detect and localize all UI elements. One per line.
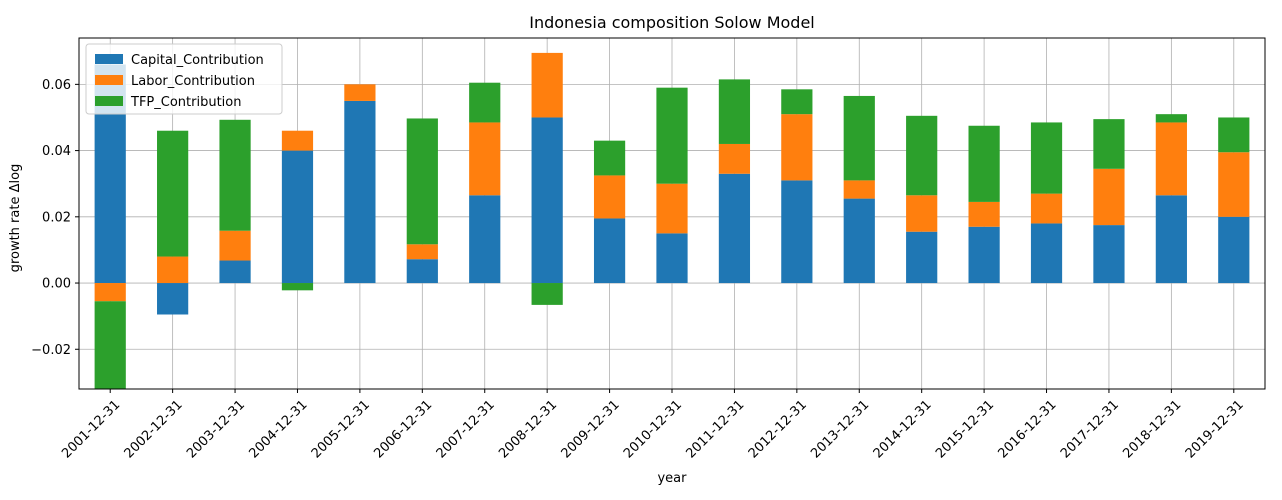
x-tick-label: 2015-12-31 <box>933 397 997 461</box>
bar-labor-contribution <box>656 183 688 234</box>
bar-tfp-contribution <box>531 283 563 305</box>
bar-labor-contribution <box>469 122 501 196</box>
bar-capital-contribution <box>906 231 938 284</box>
bar-capital-contribution <box>1155 195 1187 284</box>
bar-capital-contribution <box>406 259 438 284</box>
bar-labor-contribution <box>219 230 251 261</box>
bar-labor-contribution <box>344 84 376 101</box>
x-tick-label: 2016-12-31 <box>996 397 1060 461</box>
bar-tfp-contribution <box>157 130 189 257</box>
bar-tfp-contribution <box>1218 117 1250 153</box>
bar-tfp-contribution <box>906 115 938 196</box>
bar-capital-contribution <box>281 150 314 284</box>
bar-labor-contribution <box>843 180 875 199</box>
y-tick-label: 0.00 <box>42 277 71 292</box>
x-tick-label: 2002-12-31 <box>122 397 186 461</box>
bar-tfp-contribution <box>843 95 875 181</box>
x-tick-label: 2011-12-31 <box>683 397 747 461</box>
y-tick-label: 0.06 <box>42 78 71 93</box>
bar-capital-contribution <box>469 195 501 284</box>
bar-capital-contribution <box>157 283 189 315</box>
bar-tfp-contribution <box>219 119 251 231</box>
x-tick-label: 2009-12-31 <box>559 397 623 461</box>
legend-box <box>85 43 283 115</box>
y-tick-label: 0.04 <box>42 144 71 159</box>
bar-tfp-contribution <box>406 118 438 245</box>
legend-swatch-capital-contribution <box>95 54 123 64</box>
legend-label: Labor_Contribution <box>131 74 255 89</box>
legend-label: TFP_Contribution <box>130 95 241 110</box>
legend: Capital_Contribution Labor_Contribution TF… <box>85 43 283 115</box>
bar-tfp-contribution <box>781 89 813 115</box>
bar-capital-contribution <box>718 173 751 284</box>
bar-capital-contribution <box>1093 225 1125 284</box>
bar-tfp-contribution <box>1030 122 1063 194</box>
bar-labor-contribution <box>1218 152 1250 217</box>
bar-labor-contribution <box>406 244 438 260</box>
bar-labor-contribution <box>968 201 1000 227</box>
bar-tfp-contribution <box>94 301 126 389</box>
bar-capital-contribution <box>781 180 813 284</box>
x-tick-label: 2006-12-31 <box>371 397 435 461</box>
bar-capital-contribution <box>968 226 1000 284</box>
bar-capital-contribution <box>1030 223 1063 284</box>
bar-tfp-contribution <box>1093 119 1125 169</box>
bar-capital-contribution <box>656 233 688 284</box>
x-tick-label: 2005-12-31 <box>309 397 373 461</box>
x-tick-label: 2018-12-31 <box>1120 397 1184 461</box>
bar-labor-contribution <box>781 114 813 181</box>
x-tick-label: 2007-12-31 <box>434 397 498 461</box>
bar-capital-contribution <box>843 198 875 284</box>
bar-labor-contribution <box>593 175 626 219</box>
x-tick-label: 2003-12-31 <box>184 397 248 461</box>
y-axis-label: growth rate Δlog <box>8 164 23 273</box>
bar-capital-contribution <box>531 117 563 284</box>
bar-labor-contribution <box>531 52 563 118</box>
bar-capital-contribution <box>344 100 376 284</box>
x-axis-label: year <box>657 471 687 486</box>
x-tick-label: 2019-12-31 <box>1183 397 1247 461</box>
bar-labor-contribution <box>157 256 189 284</box>
bar-capital-contribution <box>593 218 626 284</box>
bar-labor-contribution <box>906 195 938 232</box>
bar-capital-contribution <box>1218 216 1250 284</box>
bar-labor-contribution <box>1030 193 1063 224</box>
legend-swatch-labor-contribution <box>95 75 123 85</box>
x-tick-label: 2004-12-31 <box>246 397 310 461</box>
x-tick-label: 2014-12-31 <box>871 397 935 461</box>
bar-labor-contribution <box>94 283 126 302</box>
legend-label: Capital_Contribution <box>131 53 264 68</box>
x-tick-label: 2008-12-31 <box>496 397 560 461</box>
bar-tfp-contribution <box>593 140 626 176</box>
bars <box>94 52 1250 389</box>
bar-labor-contribution <box>281 130 314 151</box>
bar-tfp-contribution <box>1155 114 1187 123</box>
x-tick-label: 2017-12-31 <box>1058 397 1122 461</box>
bar-labor-contribution <box>718 143 751 174</box>
bar-tfp-contribution <box>656 87 688 184</box>
chart-title: Indonesia composition Solow Model <box>529 13 814 32</box>
bar-capital-contribution <box>219 260 251 284</box>
legend-swatch-tfp-contribution <box>95 96 123 106</box>
x-tick-label: 2010-12-31 <box>621 397 685 461</box>
bar-labor-contribution <box>1155 122 1187 196</box>
x-tick-label: 2012-12-31 <box>746 397 810 461</box>
x-tick-label: 2001-12-31 <box>59 397 123 461</box>
bar-tfp-contribution <box>281 283 314 291</box>
bar-tfp-contribution <box>718 79 751 144</box>
bar-tfp-contribution <box>469 82 501 123</box>
x-tick-label: 2013-12-31 <box>808 397 872 461</box>
y-tick-label: −0.02 <box>31 343 71 358</box>
bar-tfp-contribution <box>968 125 1000 202</box>
bar-labor-contribution <box>1093 168 1125 226</box>
y-tick-label: 0.02 <box>42 210 71 225</box>
